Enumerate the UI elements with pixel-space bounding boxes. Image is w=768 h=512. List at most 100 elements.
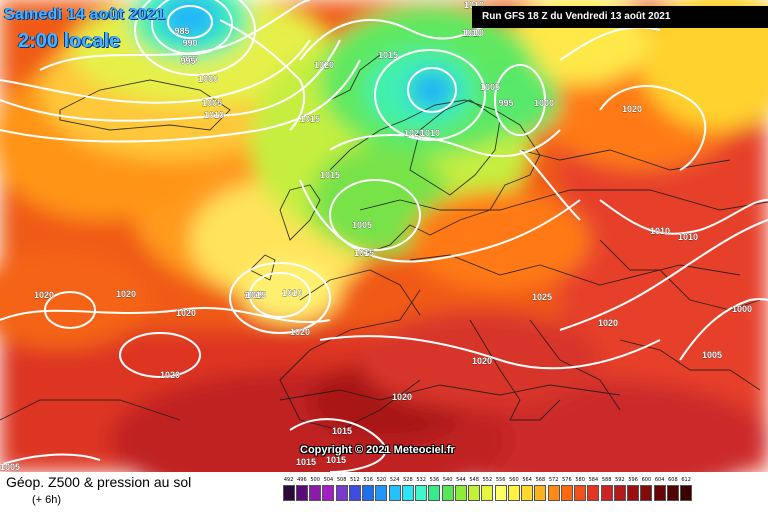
coastlines <box>0 54 768 431</box>
scale-swatch <box>547 485 560 501</box>
scale-swatch <box>560 485 573 501</box>
scale-cell: 516 <box>362 476 375 506</box>
scale-swatch <box>282 485 295 501</box>
isobar-label: 1000 <box>732 304 752 314</box>
scale-cell: 504 <box>322 476 335 506</box>
isobar-label: 1010 <box>464 28 484 38</box>
isobar-label: 995 <box>182 54 197 64</box>
scale-label: 596 <box>628 477 638 483</box>
isobar-label: 1005 <box>0 462 20 472</box>
isobar-label: 1020 <box>598 318 618 328</box>
scale-swatch <box>613 485 626 501</box>
scale-swatch <box>428 485 441 501</box>
scale-label: 508 <box>336 477 347 483</box>
legend-subtitle: (+ 6h) <box>32 494 62 506</box>
scale-swatch <box>415 485 428 501</box>
scale-cell: 576 <box>560 476 573 506</box>
isobar-label: 1010 <box>462 28 482 38</box>
scale-label: 516 <box>363 477 373 483</box>
isobar-label: 1020 <box>392 392 412 402</box>
isobar-label: 1020 <box>290 327 310 337</box>
scale-swatch <box>507 485 520 501</box>
isobar-label: 1015 <box>296 457 316 467</box>
isobar-label: 990 <box>182 38 197 48</box>
scale-cell: 532 <box>415 476 428 506</box>
scale-label: 592 <box>615 477 625 483</box>
scale-cell: 564 <box>521 476 534 506</box>
isobar-label: 1010 <box>204 110 224 120</box>
scale-swatch <box>441 485 454 501</box>
scale-cell: 568 <box>534 476 547 506</box>
scale-cell: 552 <box>481 476 494 506</box>
scale-cell: 508 <box>335 476 348 506</box>
scale-label: 612 <box>681 477 691 483</box>
scale-label: 504 <box>323 477 334 483</box>
isobar-label: 1010 <box>282 288 302 298</box>
scale-swatch <box>362 485 375 501</box>
scale-label: 532 <box>416 477 426 483</box>
forecast-date: Samedi 14 août 2021 <box>4 6 166 23</box>
isobar-label: 995 <box>180 56 195 66</box>
scale-label: 584 <box>588 477 599 483</box>
scale-label: 540 <box>442 477 453 483</box>
scale-cell: 492 <box>282 476 295 506</box>
scale-swatch <box>481 485 494 501</box>
isobar-label: 1020 <box>622 104 642 114</box>
isobar-label: 1005 <box>352 220 372 230</box>
scale-cell: 536 <box>428 476 441 506</box>
isobar-label: 1015 <box>300 114 320 124</box>
scale-cell: 612 <box>680 476 693 506</box>
scale-cell: 560 <box>507 476 520 506</box>
scale-label: 604 <box>654 477 665 483</box>
scale-cell: 544 <box>454 476 467 506</box>
isobar-label: 1015 <box>320 170 340 180</box>
isobar-label: 1020 <box>176 308 196 318</box>
legend-title: Géop. Z500 & pression au sol <box>6 474 192 490</box>
scale-swatch <box>322 485 335 501</box>
scale-label: 536 <box>429 477 440 483</box>
isobar-label: 985 <box>174 26 189 36</box>
scale-cell: 500 <box>309 476 322 506</box>
scale-swatch <box>521 485 534 501</box>
scale-swatch <box>401 485 414 501</box>
scale-cell: 584 <box>587 476 600 506</box>
scale-label: 524 <box>389 477 400 483</box>
isobar-label: 1015 <box>332 426 352 436</box>
scale-label: 552 <box>482 477 493 483</box>
isobar-label: 1025 <box>532 292 552 302</box>
isobar-label: 1020 <box>314 60 334 70</box>
scale-cell: 592 <box>613 476 626 506</box>
scale-cell: 604 <box>653 476 666 506</box>
scale-cell: 556 <box>494 476 507 506</box>
scale-label: 576 <box>562 477 572 483</box>
scale-swatch <box>494 485 507 501</box>
scale-label: 588 <box>601 477 612 483</box>
isobar-label: 1005 <box>480 82 500 92</box>
scale-label: 500 <box>310 477 320 483</box>
scale-cell: 580 <box>574 476 587 506</box>
isobar-label: 1020 <box>116 289 136 299</box>
scale-swatch <box>335 485 348 501</box>
scale-swatch <box>680 485 693 501</box>
scale-label: 544 <box>456 477 466 483</box>
scale-swatch <box>454 485 467 501</box>
scale-swatch <box>587 485 600 501</box>
scale-label: 512 <box>350 477 360 483</box>
scale-swatch <box>375 485 388 501</box>
scale-label: 520 <box>376 477 387 483</box>
copyright: Copyright © 2021 Meteociel.fr <box>300 444 455 456</box>
scale-swatch <box>348 485 361 501</box>
isobar-label: 1005 <box>202 98 222 108</box>
scale-swatch <box>309 485 322 501</box>
scale-cell: 548 <box>468 476 481 506</box>
run-banner: Run GFS 18 Z du Vendredi 13 août 2021 <box>472 6 768 28</box>
scale-cell: 528 <box>401 476 414 506</box>
isobars <box>0 0 768 472</box>
scale-cell: 524 <box>388 476 401 506</box>
scale-cell: 588 <box>600 476 613 506</box>
scale-swatch <box>600 485 613 501</box>
weather-map: 985 990 995 995 1000 1005 1010 1015 1015 1015 1020… <box>0 0 768 472</box>
scale-label: 580 <box>575 477 585 483</box>
scale-label: 496 <box>297 477 307 483</box>
